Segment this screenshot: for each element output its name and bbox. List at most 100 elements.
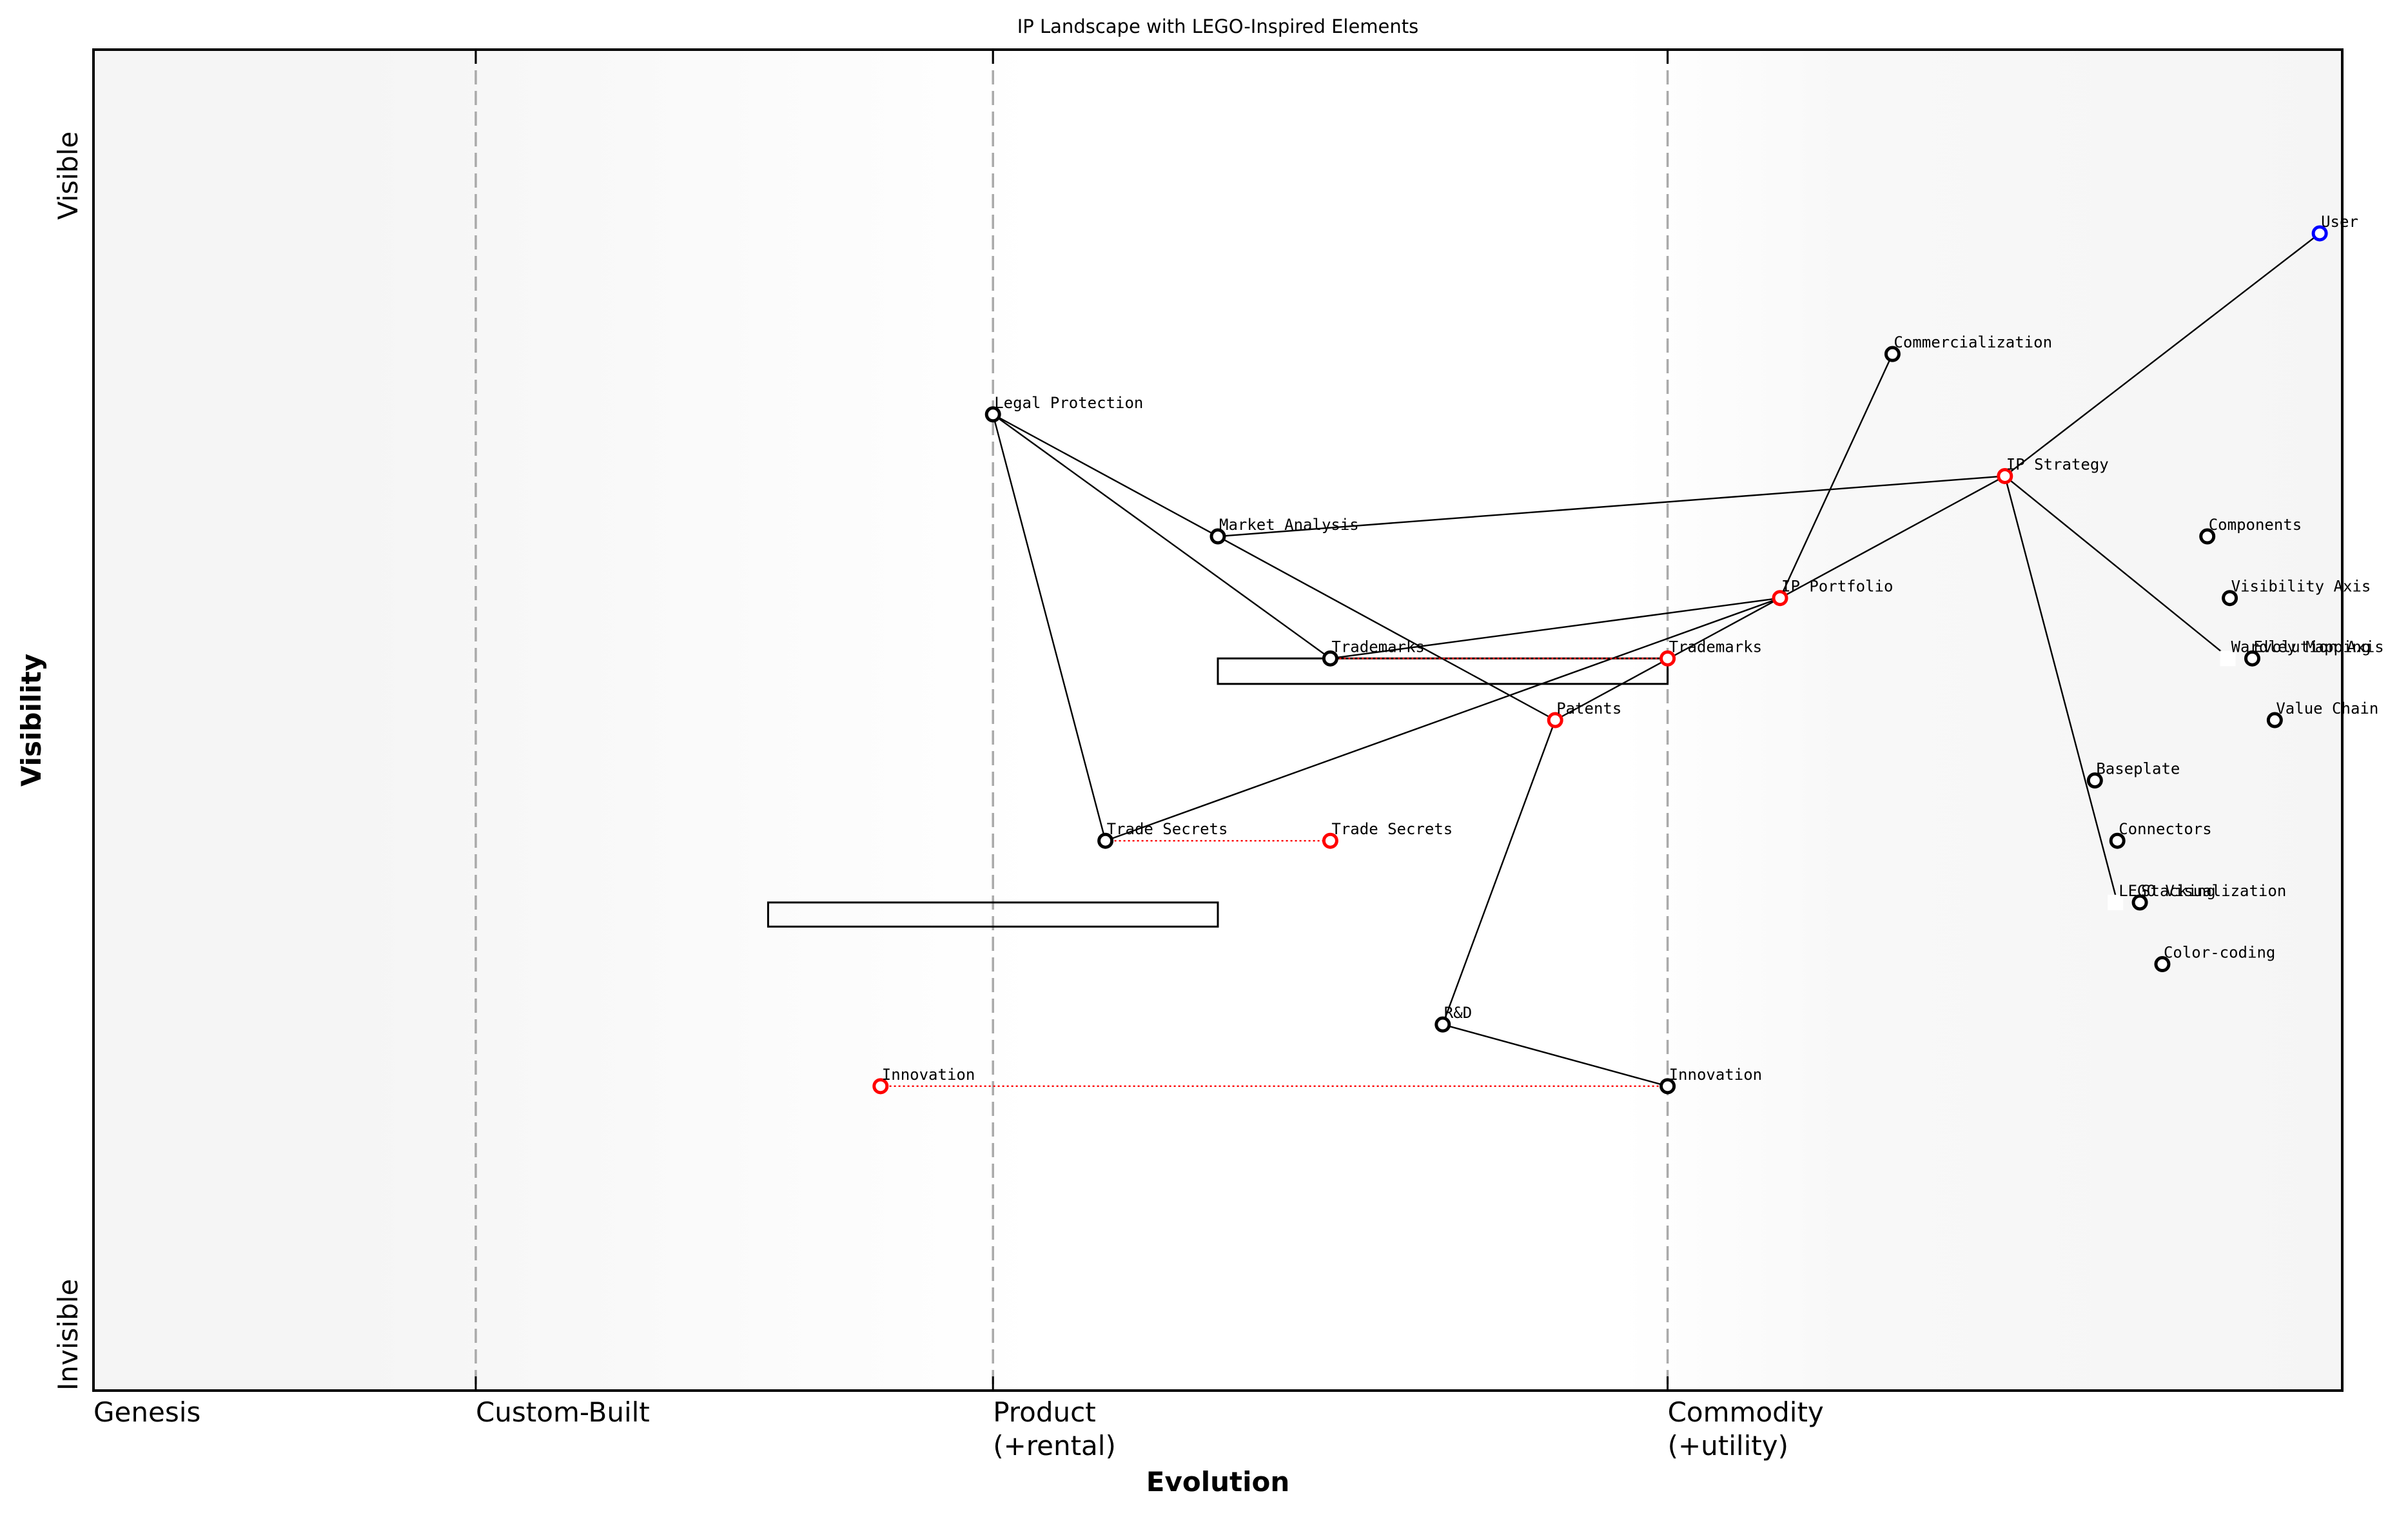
node-label: R&D (1444, 1004, 1472, 1022)
component-legal-protection[interactable]: Legal Protection (984, 394, 1143, 423)
component-rnd[interactable]: R&D (1434, 1004, 1472, 1033)
edge-patents-rnd (1442, 719, 1556, 1025)
x-axis-title: Evolution (1146, 1466, 1289, 1498)
node-label: Color-coding (2164, 944, 2275, 962)
edge-legal_protection-trademarks (992, 413, 1331, 660)
component-ip-strategy[interactable]: IP Strategy (1997, 455, 2109, 484)
component-lego-visualization[interactable]: LEGO Visualization (2108, 882, 2286, 910)
dependency-edges (992, 233, 2320, 1087)
component-evolution-axis[interactable]: Evolution Axis (2244, 638, 2384, 667)
node-label: LEGO Visualization (2119, 882, 2286, 900)
node-label: Legal Protection (994, 394, 1143, 412)
node-circle-icon[interactable] (1884, 346, 1901, 362)
edge-user-ip_strategy (2004, 233, 2320, 477)
node-circle-icon[interactable] (1997, 467, 2013, 484)
component-market-analysis[interactable]: Market Analysis (1209, 516, 1359, 545)
node-label: Commercialization (1894, 333, 2052, 351)
node-circle-icon[interactable] (872, 1078, 889, 1095)
stage-sublabel: (+rental) (993, 1430, 1116, 1461)
edge-legal_protection-trade_secrets (992, 414, 1106, 841)
node-circle-icon[interactable] (1097, 832, 1114, 849)
component-visibility-axis[interactable]: Visibility Axis (2222, 578, 2371, 607)
edge-market_analysis-patents (1217, 535, 1556, 721)
node-circle-icon[interactable] (1547, 712, 1563, 728)
inertia-box-1 (767, 901, 1219, 928)
stage-label-custom-built: Custom-Built (476, 1396, 650, 1428)
component-color-coding[interactable]: Color-coding (2154, 944, 2275, 973)
node-circle-icon[interactable] (2266, 712, 2283, 728)
edge-ip_strategy-lego_visualization (2004, 476, 2119, 903)
component-stacking[interactable]: Stacking (2131, 882, 2216, 911)
edge-ip_portfolio-trade_secrets (1105, 597, 1781, 842)
edge-ip_portfolio-trademarks (1330, 597, 1781, 660)
node-circle-icon[interactable] (984, 406, 1001, 423)
node-label: Trade Secrets (1331, 820, 1453, 838)
edge-commercialization-ip_portfolio (1779, 353, 1894, 599)
node-label: Trademarks (1331, 638, 1425, 656)
node-circle-icon[interactable] (2109, 832, 2126, 849)
node-label: Evolution Axis (2253, 638, 2384, 656)
node-circle-icon[interactable] (1772, 590, 1788, 607)
component-trademarks[interactable]: Trademarks (1322, 638, 1425, 667)
node-circle-icon[interactable] (1322, 650, 1338, 667)
node-circle-icon[interactable] (2244, 650, 2260, 667)
edge-ip_strategy-market_analysis (1217, 475, 2005, 538)
component-value-chain[interactable]: Value Chain (2266, 699, 2378, 728)
node-label: Patents (1556, 699, 1621, 718)
component-ip-portfolio[interactable]: IP Portfolio (1772, 578, 1893, 607)
plot-area: User Commercialization Legal Protection IP … (92, 48, 2384, 1392)
node-label: Market Analysis (1219, 516, 1359, 534)
node-circle-icon[interactable] (1209, 528, 1226, 545)
component-trademarks-evolved[interactable]: Trademarks (1659, 638, 1763, 667)
node-label: Connectors (2119, 820, 2212, 838)
edge-ip_strategy-wardley_mapping (2004, 475, 2231, 660)
evolution-arrows (880, 658, 1668, 1088)
y-tick-invisible: Invisible (52, 1279, 84, 1391)
node-label: Components (2209, 516, 2302, 534)
component-trade-secrets[interactable]: Trade Secrets (1097, 820, 1228, 849)
node-circle-icon[interactable] (1322, 832, 1338, 849)
node-circle-icon[interactable] (2131, 894, 2148, 911)
plot-frame (92, 48, 2344, 1392)
node-label: Stacking (2141, 882, 2216, 900)
node-circle-icon[interactable] (2199, 528, 2216, 545)
node-label: Innovation (882, 1066, 975, 1084)
component-baseplate[interactable]: Baseplate (2086, 760, 2180, 789)
node-circle-icon[interactable] (2086, 772, 2103, 789)
component-innovation-evolved[interactable]: Innovation (872, 1066, 975, 1095)
component-commercialization[interactable]: Commercialization (1884, 333, 2052, 362)
node-label: Baseplate (2096, 760, 2180, 778)
hidden-node-marker (2220, 650, 2236, 667)
node-label: Trademarks (1669, 638, 1763, 656)
plot-background (93, 50, 2342, 1391)
node-label: IP Strategy (2006, 455, 2109, 473)
evolution-stage-lines (475, 50, 1669, 1391)
component-patents[interactable]: Patents (1547, 699, 1621, 728)
component-user[interactable]: User (2311, 213, 2358, 242)
node-label: Trade Secrets (1107, 820, 1228, 838)
component-connectors[interactable]: Connectors (2109, 820, 2212, 849)
node-circle-icon[interactable] (2311, 225, 2328, 242)
node-circle-icon[interactable] (2222, 590, 2238, 607)
y-axis-title: Visibility (15, 654, 47, 787)
component-trade-secrets-evolved[interactable]: Trade Secrets (1322, 820, 1453, 849)
stage-sublabel: (+utility) (1668, 1430, 1788, 1461)
edge-legal_protection-market_analysis (992, 413, 1219, 538)
y-tick-visible: Visible (52, 132, 84, 220)
node-circle-icon[interactable] (1659, 1078, 1676, 1095)
chart-title: IP Landscape with LEGO-Inspired Elements (1017, 15, 1419, 37)
stage-label-product: Product (993, 1396, 1095, 1428)
node-circle-icon[interactable] (2154, 956, 2171, 973)
node-label: Value Chain (2276, 699, 2378, 718)
component-innovation[interactable]: Innovation (1659, 1066, 1763, 1095)
components: User Commercialization Legal Protection IP … (872, 213, 2384, 1095)
hidden-node-marker (2108, 894, 2124, 910)
component-components[interactable]: Components (2199, 516, 2302, 545)
node-label: Innovation (1669, 1066, 1763, 1084)
node-circle-icon[interactable] (1659, 650, 1676, 667)
edge-rnd-innovation (1442, 1024, 1668, 1087)
node-circle-icon[interactable] (1434, 1016, 1451, 1033)
x-axis-stage-labels: Genesis Custom-Built Product(+rental) Commo… (93, 1396, 1824, 1461)
node-label: IP Portfolio (1781, 578, 1893, 596)
